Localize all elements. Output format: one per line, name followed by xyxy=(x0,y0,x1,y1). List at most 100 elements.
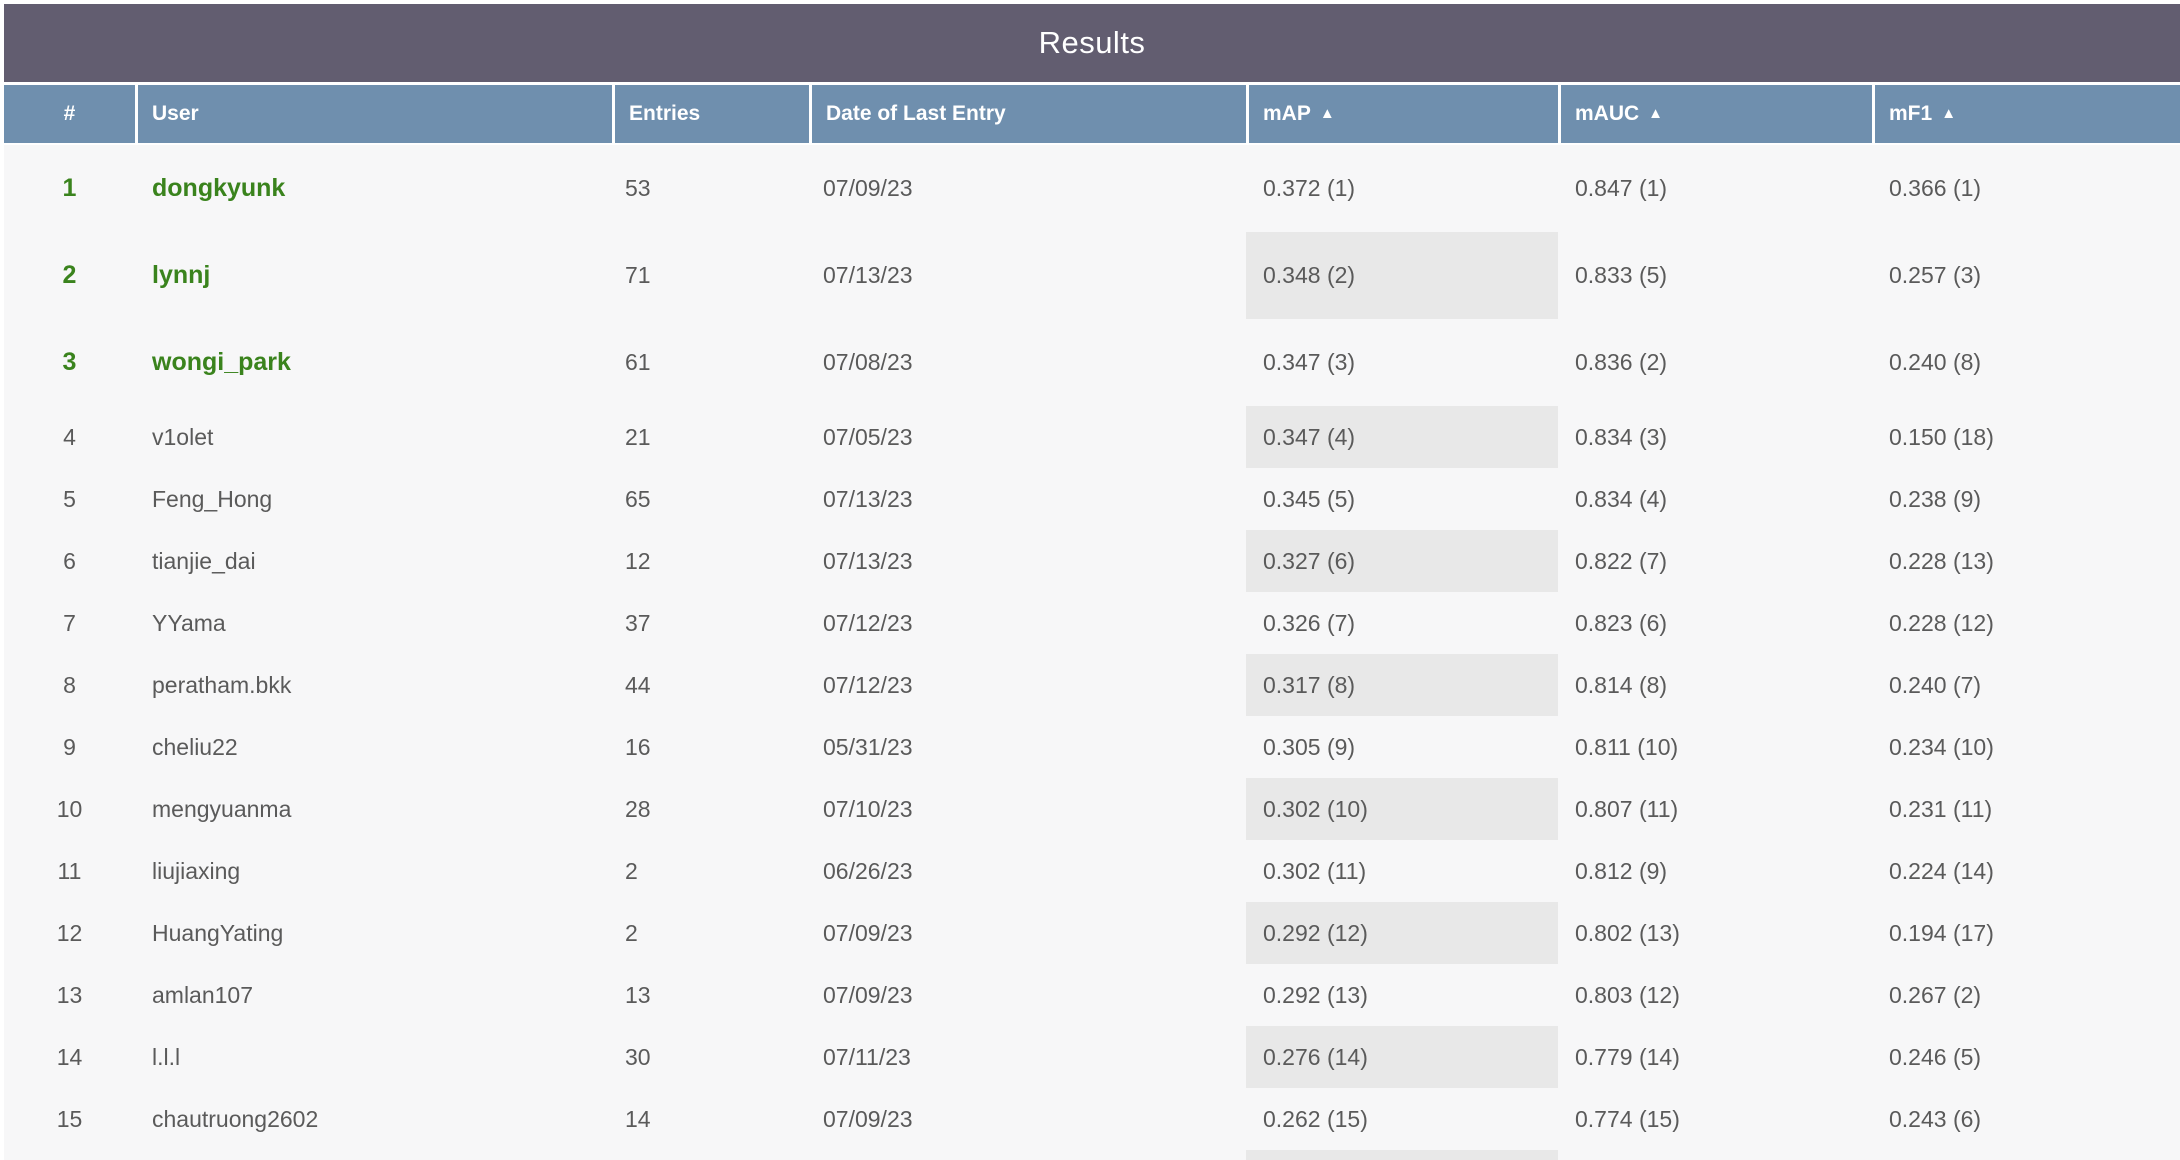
date-cell: 07/05/23 xyxy=(809,406,1246,468)
map-cell: 0.276 (14) xyxy=(1246,1026,1558,1088)
rank-cell: 9 xyxy=(4,716,135,778)
column-header-label: mF1 xyxy=(1889,102,1933,125)
column-header-label: # xyxy=(63,102,76,125)
table-row: 5 Feng_Hong 65 07/13/23 0.345 (5) 0.834 (4) 0.… xyxy=(4,468,2180,530)
column-header-user: User xyxy=(135,85,612,145)
mf1-cell: 0.240 (7) xyxy=(1872,654,2180,716)
user-cell: liujiaxing xyxy=(135,840,612,902)
date-cell: 07/12/23 xyxy=(809,592,1246,654)
user-cell: dongkyunk xyxy=(135,145,612,232)
mf1-cell xyxy=(1872,1150,2180,1160)
mauc-cell: 0.774 (15) xyxy=(1558,1088,1872,1150)
user-cell: HuangYating xyxy=(135,902,612,964)
column-header-label: Date of Last Entry xyxy=(826,102,1006,125)
rank-cell: 7 xyxy=(4,592,135,654)
mauc-cell: 0.833 (5) xyxy=(1558,232,1872,319)
date-cell: 07/12/23 xyxy=(809,654,1246,716)
mf1-cell: 0.246 (5) xyxy=(1872,1026,2180,1088)
entries-cell: 14 xyxy=(612,1088,809,1150)
mf1-cell: 0.194 (17) xyxy=(1872,902,2180,964)
entries-cell: 21 xyxy=(612,406,809,468)
column-header-map[interactable]: mAP ▲ xyxy=(1246,85,1558,145)
entries-cell: 2 xyxy=(612,840,809,902)
map-cell: 0.317 (8) xyxy=(1246,654,1558,716)
user-cell: cheliu22 xyxy=(135,716,612,778)
sort-ascending-icon: ▲ xyxy=(1941,105,1957,122)
rank-cell: 12 xyxy=(4,902,135,964)
column-header-entries: Entries xyxy=(612,85,809,145)
rank-cell: 15 xyxy=(4,1088,135,1150)
mauc-cell: 0.811 (10) xyxy=(1558,716,1872,778)
column-header-label: mAUC xyxy=(1575,102,1640,125)
map-cell: 0.347 (4) xyxy=(1246,406,1558,468)
user-cell: chautruong2602 xyxy=(135,1088,612,1150)
table-row: 8 peratham.bkk 44 07/12/23 0.317 (8) 0.814 (8… xyxy=(4,654,2180,716)
rank-cell: 11 xyxy=(4,840,135,902)
map-cell: 0.262 (15) xyxy=(1246,1088,1558,1150)
entries-cell: 71 xyxy=(612,232,809,319)
table-row: 14 l.l.l 30 07/11/23 0.276 (14) 0.779 (14) 0.2… xyxy=(4,1026,2180,1088)
mauc-cell: 0.803 (12) xyxy=(1558,964,1872,1026)
table-row: 11 liujiaxing 2 06/26/23 0.302 (11) 0.812 (9)… xyxy=(4,840,2180,902)
entries-cell: 2 xyxy=(612,902,809,964)
user-cell: YYama xyxy=(135,592,612,654)
entries-cell xyxy=(612,1150,809,1160)
mf1-cell: 0.366 (1) xyxy=(1872,145,2180,232)
rank-cell: 10 xyxy=(4,778,135,840)
mf1-cell: 0.224 (14) xyxy=(1872,840,2180,902)
mf1-cell: 0.257 (3) xyxy=(1872,232,2180,319)
mf1-cell: 0.267 (2) xyxy=(1872,964,2180,1026)
column-header-label: User xyxy=(152,102,199,125)
rank-cell: 5 xyxy=(4,468,135,530)
user-cell xyxy=(135,1150,612,1160)
entries-cell: 30 xyxy=(612,1026,809,1088)
map-cell: 0.372 (1) xyxy=(1246,145,1558,232)
column-header-label: Entries xyxy=(629,102,701,125)
rank-cell: 8 xyxy=(4,654,135,716)
user-cell: v1olet xyxy=(135,406,612,468)
rank-cell: 3 xyxy=(4,319,135,406)
column-header-mauc[interactable]: mAUC ▲ xyxy=(1558,85,1872,145)
entries-cell: 53 xyxy=(612,145,809,232)
mf1-cell: 0.228 (13) xyxy=(1872,530,2180,592)
page-title: Results xyxy=(1038,25,1146,60)
date-cell: 07/09/23 xyxy=(809,1088,1246,1150)
sort-ascending-icon: ▲ xyxy=(1648,105,1664,122)
mf1-cell: 0.228 (12) xyxy=(1872,592,2180,654)
table-row: 10 mengyuanma 28 07/10/23 0.302 (10) 0.807 (1… xyxy=(4,778,2180,840)
date-cell: 07/09/23 xyxy=(809,902,1246,964)
mauc-cell: 0.812 (9) xyxy=(1558,840,1872,902)
user-cell: lynnj xyxy=(135,232,612,319)
results-table: # User Entries Date of Last Entry mAP ▲ mAUC ▲ m… xyxy=(4,85,2180,1160)
entries-cell: 16 xyxy=(612,716,809,778)
date-cell: 07/13/23 xyxy=(809,468,1246,530)
table-row: 6 tianjie_dai 12 07/13/23 0.327 (6) 0.822 (7)… xyxy=(4,530,2180,592)
mf1-cell: 0.231 (11) xyxy=(1872,778,2180,840)
user-cell: Feng_Hong xyxy=(135,468,612,530)
entries-cell: 65 xyxy=(612,468,809,530)
column-header-mf1[interactable]: mF1 ▲ xyxy=(1872,85,2180,145)
mauc-cell: 0.807 (11) xyxy=(1558,778,1872,840)
date-cell: 05/31/23 xyxy=(809,716,1246,778)
rank-cell: 4 xyxy=(4,406,135,468)
mauc-cell: 0.847 (1) xyxy=(1558,145,1872,232)
mf1-cell: 0.234 (10) xyxy=(1872,716,2180,778)
table-row: 2 lynnj 71 07/13/23 0.348 (2) 0.833 (5) 0.257 … xyxy=(4,232,2180,319)
user-cell: peratham.bkk xyxy=(135,654,612,716)
rank-cell: 2 xyxy=(4,232,135,319)
user-cell: amlan107 xyxy=(135,964,612,1026)
header-row: # User Entries Date of Last Entry mAP ▲ mAUC ▲ m… xyxy=(4,85,2180,145)
date-cell xyxy=(809,1150,1246,1160)
column-header-date: Date of Last Entry xyxy=(809,85,1246,145)
mauc-cell: 0.834 (3) xyxy=(1558,406,1872,468)
map-cell: 0.348 (2) xyxy=(1246,232,1558,319)
mauc-cell: 0.836 (2) xyxy=(1558,319,1872,406)
mauc-cell: 0.779 (14) xyxy=(1558,1026,1872,1088)
mf1-cell: 0.243 (6) xyxy=(1872,1088,2180,1150)
mauc-cell: 0.834 (4) xyxy=(1558,468,1872,530)
entries-cell: 37 xyxy=(612,592,809,654)
table-row: 15 chautruong2602 14 07/09/23 0.262 (15) 0.77… xyxy=(4,1088,2180,1150)
map-cell: 0.347 (3) xyxy=(1246,319,1558,406)
table-row: 9 cheliu22 16 05/31/23 0.305 (9) 0.811 (10) 0.… xyxy=(4,716,2180,778)
